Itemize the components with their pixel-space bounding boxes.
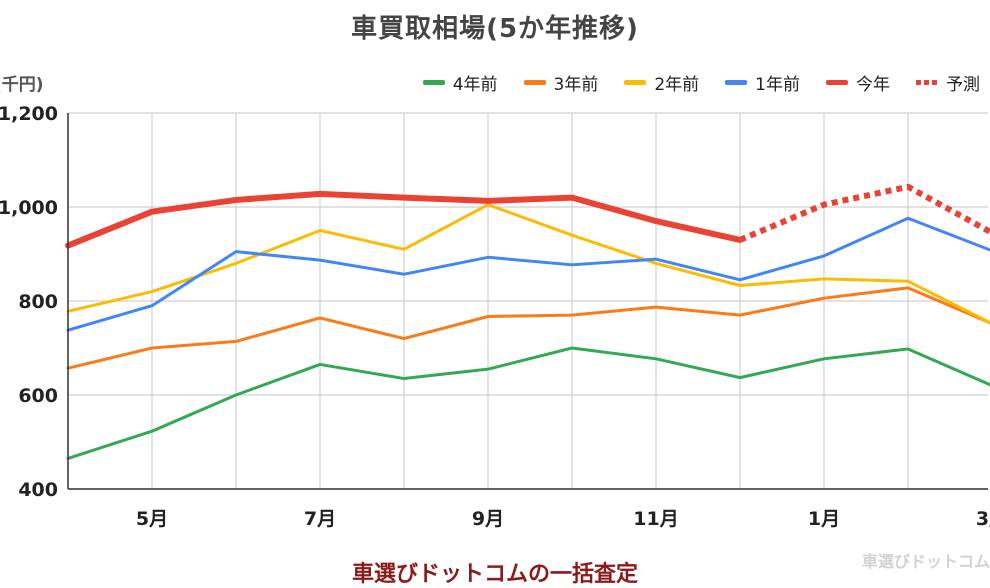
footer-caption: 車選びドットコムの一括査定: [0, 556, 990, 588]
y-tick-label: 800: [18, 291, 58, 313]
y-tick-label: 400: [18, 479, 58, 501]
y-tick-label: 600: [18, 385, 58, 407]
series-line-5: [740, 187, 990, 240]
x-tick-label: 3月: [976, 508, 990, 530]
series-layer: [68, 187, 990, 459]
x-tick-label: 7月: [304, 508, 336, 530]
x-tick-label: 9月: [472, 508, 504, 530]
x-tick-label: 5月: [136, 508, 168, 530]
y-tick-label: 1,000: [0, 197, 58, 219]
series-line-0: [68, 348, 990, 458]
series-line-2: [68, 205, 990, 324]
x-tick-label: 1月: [808, 508, 840, 530]
grid: [68, 113, 990, 489]
x-tick-label: 11月: [633, 508, 678, 530]
watermark-logo: 車選びドットコム: [862, 548, 990, 572]
y-tick-label: 1,200: [0, 103, 58, 125]
